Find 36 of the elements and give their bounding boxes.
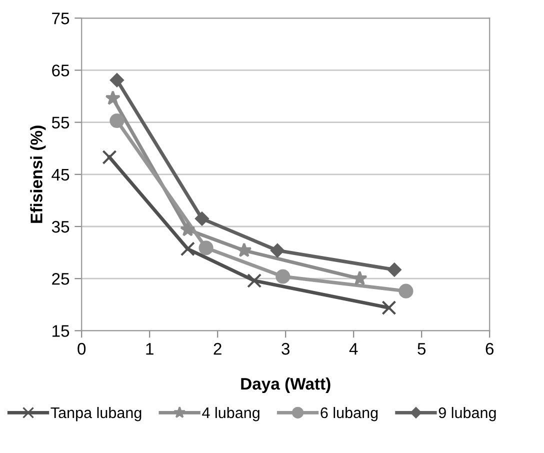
point <box>247 273 262 288</box>
x-tick-label: 2 <box>214 342 222 355</box>
x-tick-label: 1 <box>146 343 154 355</box>
point <box>110 73 124 88</box>
point <box>195 212 209 226</box>
y-tick-label: 35 <box>52 220 70 233</box>
point <box>110 113 124 128</box>
legend-label: 9 lubang <box>438 406 496 422</box>
x-tick-label: 0 <box>78 342 86 355</box>
point <box>105 90 121 106</box>
point <box>180 242 195 256</box>
x-tick-label: 3 <box>282 342 290 355</box>
point <box>382 300 396 316</box>
y-tick-label: 65 <box>52 64 70 76</box>
y-tick-label: 55 <box>52 116 70 129</box>
legend-label: 4 lubang <box>202 406 260 422</box>
x-axis-title: Daya (Watt) <box>241 377 330 394</box>
point <box>387 262 402 277</box>
x-tick-label: 6 <box>486 342 494 355</box>
point <box>398 284 414 298</box>
y-tick-label: 75 <box>52 12 70 24</box>
point <box>236 242 252 258</box>
x-tick-label: 4 <box>349 343 358 355</box>
point <box>180 222 196 236</box>
legend-label: 6 lubang <box>320 406 378 422</box>
y-tick-label: 15 <box>52 325 70 337</box>
y-tick-label: 25 <box>52 272 70 285</box>
legend-label: Tanpa lubang <box>50 406 142 422</box>
point <box>270 244 284 258</box>
point <box>276 269 290 284</box>
point <box>198 240 214 256</box>
x-tick-label: 5 <box>418 343 426 355</box>
point <box>352 270 368 286</box>
y-axis-title: Efisiensi (%) <box>30 126 46 223</box>
y-tick-label: 45 <box>52 168 70 181</box>
point <box>102 150 117 165</box>
